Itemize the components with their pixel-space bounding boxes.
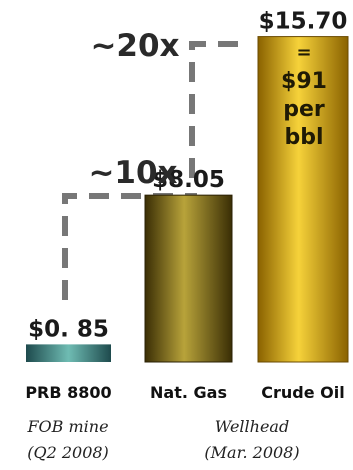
multiplier-20x-label: ~20x xyxy=(90,28,179,64)
in-bar-note-bbl: bbl xyxy=(284,125,323,150)
in-bar-note-equals: = xyxy=(296,42,311,63)
bar-prb-8800 xyxy=(26,344,111,362)
in-bar-note-price: $91 xyxy=(281,69,327,94)
note-wellhead: Wellhead xyxy=(215,417,289,436)
note-fob-mine: FOB mine xyxy=(26,417,108,436)
note-mar-2008: (Mar. 2008) xyxy=(204,443,299,462)
bar-crude-oil xyxy=(257,36,349,363)
multiplier-10x-label: ~10x xyxy=(88,155,177,191)
category-label-nat-gas: Nat. Gas xyxy=(150,383,227,402)
connector-20x-line xyxy=(189,41,250,178)
value-label-nat-gas: $8.05 xyxy=(152,167,225,193)
note-q2-2008: (Q2 2008) xyxy=(27,443,109,462)
connector-10x-line xyxy=(62,193,197,300)
value-label-prb-8800: $0. 85 xyxy=(28,316,109,342)
in-bar-note-per: per xyxy=(283,97,325,122)
bar-nat-gas xyxy=(144,194,233,363)
category-label-prb-8800: PRB 8800 xyxy=(25,383,111,402)
value-label-crude-oil: $15.70 xyxy=(259,9,348,35)
category-label-crude-oil: Crude Oil xyxy=(261,383,344,402)
